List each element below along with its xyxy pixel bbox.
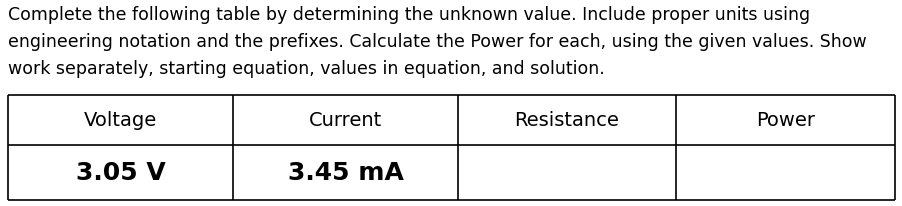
Text: Current: Current	[308, 110, 382, 130]
Text: engineering notation and the prefixes. Calculate the Power for each, using the g: engineering notation and the prefixes. C…	[8, 33, 866, 51]
Text: Complete the following table by determining the unknown value. Include proper un: Complete the following table by determin…	[8, 6, 809, 24]
Text: work separately, starting equation, values in equation, and solution.: work separately, starting equation, valu…	[8, 60, 604, 78]
Text: Resistance: Resistance	[514, 110, 619, 130]
Text: Power: Power	[755, 110, 815, 130]
Text: Voltage: Voltage	[84, 110, 157, 130]
Text: 3.45 mA: 3.45 mA	[287, 160, 403, 185]
Text: 3.05 V: 3.05 V	[76, 160, 165, 185]
